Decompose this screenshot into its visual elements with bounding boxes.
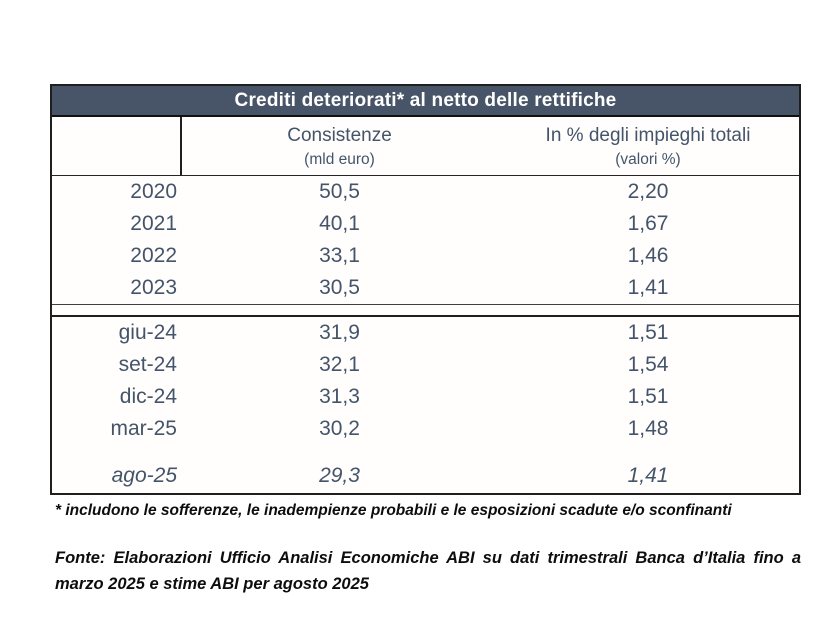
header-label: In % degli impieghi totali [545,125,751,146]
table-row-ago25-estimate: ago-25 29,3 1,41 [52,459,799,493]
percent-cell: 1,54 [627,353,669,376]
source-note: Fonte: Elaborazioni Ufficio Analisi Econ… [55,546,801,597]
source-line-1: Fonte: Elaborazioni Ufficio Analisi Econ… [55,549,801,567]
period-cell: giu-24 [118,321,177,344]
npl-table: Crediti deteriorati* al netto delle rett… [50,84,801,495]
consistenze-cell: 31,3 [319,385,360,408]
section-separator [52,304,799,317]
header-sublabel: (mld euro) [304,151,375,168]
consistenze-cell: 30,5 [319,276,360,299]
footnote-asterisk: * includono le sofferenze, le inadempien… [55,502,732,519]
percent-cell: 2,20 [627,180,669,203]
percent-cell: 1,51 [627,321,669,344]
consistenze-cell: 29,3 [319,464,360,487]
table-header-row: Consistenze (mld euro) In % degli impieg… [52,117,799,176]
consistenze-cell: 40,1 [319,212,360,235]
table-row-2022: 2022 33,1 1,46 [52,240,799,272]
consistenze-cell: 50,5 [319,180,360,203]
year-cell: 2020 [130,180,177,203]
consistenze-cell: 32,1 [319,353,360,376]
source-line-2: marzo 2025 e stime ABI per agosto 2025 [55,574,369,593]
header-label: Consistenze [287,125,392,146]
table-row-giu24: giu-24 31,9 1,51 [52,317,799,349]
table-title: Crediti deteriorati* al netto delle rett… [52,86,799,117]
year-cell: 2023 [130,276,177,299]
period-cell: mar-25 [110,417,177,440]
consistenze-cell: 31,9 [319,321,360,344]
year-cell: 2022 [130,244,177,267]
percent-cell: 1,46 [627,244,669,267]
estimate-gap [52,445,799,459]
header-cell-consistenze: Consistenze (mld euro) [182,117,497,175]
table-row-2021: 2021 40,1 1,67 [52,208,799,240]
consistenze-cell: 33,1 [319,244,360,267]
header-cell-percent: In % degli impieghi totali (valori %) [497,117,799,175]
table-row-2023: 2023 30,5 1,41 [52,272,799,304]
percent-cell: 1,51 [627,385,669,408]
header-sublabel: (valori %) [615,151,681,168]
period-cell: ago-25 [111,464,177,487]
header-cell-empty [52,117,182,175]
percent-cell: 1,41 [627,276,669,299]
period-cell: set-24 [118,353,177,376]
percent-cell: 1,48 [627,417,669,440]
period-cell: dic-24 [119,385,177,408]
percent-cell: 1,67 [627,212,669,235]
table-row-mar25: mar-25 30,2 1,48 [52,413,799,445]
percent-cell: 1,41 [627,464,669,487]
table-row-dic24: dic-24 31,3 1,51 [52,381,799,413]
table-row-set24: set-24 32,1 1,54 [52,349,799,381]
consistenze-cell: 30,2 [319,417,360,440]
year-cell: 2021 [130,212,177,235]
table-row-2020: 2020 50,5 2,20 [52,176,799,208]
